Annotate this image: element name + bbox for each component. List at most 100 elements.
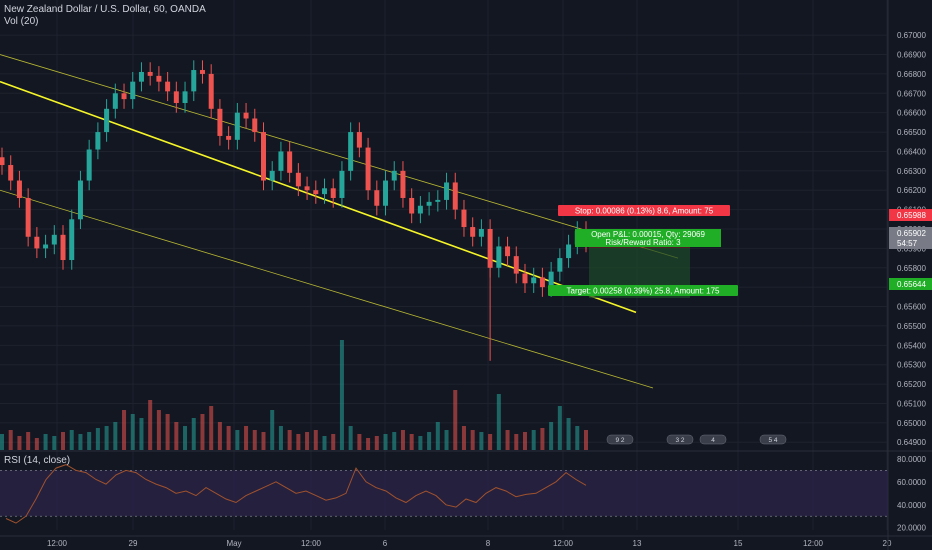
candle-body bbox=[391, 170, 397, 181]
volume-bar bbox=[392, 432, 397, 450]
x-tick-label: 12:00 bbox=[553, 539, 574, 548]
candle-body bbox=[217, 108, 223, 136]
volume-bar bbox=[226, 426, 231, 450]
candle-body bbox=[43, 244, 49, 249]
candle-body bbox=[69, 219, 75, 261]
x-tick-label: 6 bbox=[383, 539, 388, 548]
candle-body bbox=[313, 190, 319, 195]
candle-body bbox=[0, 157, 5, 166]
candle-body bbox=[287, 151, 293, 173]
x-tick-label: May bbox=[226, 539, 241, 548]
volume-bar bbox=[244, 426, 249, 450]
volume-bar bbox=[95, 428, 100, 450]
rsi-label: RSI (14, close) bbox=[4, 455, 71, 466]
event-badge bbox=[699, 434, 727, 445]
volume-bar bbox=[427, 432, 432, 450]
candle-body bbox=[165, 81, 171, 92]
symbol-title: New Zealand Dollar / U.S. Dollar, 60, OA… bbox=[4, 4, 206, 15]
volume-bar bbox=[584, 430, 588, 450]
rsi-line bbox=[5, 464, 587, 524]
candle-body bbox=[60, 234, 66, 261]
volume-bar bbox=[113, 422, 118, 450]
y-tick-label: 0.65500 bbox=[897, 322, 926, 331]
volume-bar bbox=[183, 426, 188, 450]
y-tick-label: 0.65000 bbox=[897, 419, 926, 428]
volume-bar bbox=[540, 428, 545, 450]
y-tick-label: 0.66700 bbox=[897, 89, 926, 98]
volume-bar bbox=[174, 422, 179, 450]
candle-body bbox=[348, 132, 354, 171]
candle-body bbox=[400, 170, 406, 198]
volume-bar bbox=[531, 430, 536, 450]
candle-body bbox=[487, 229, 493, 268]
volume-bar bbox=[505, 430, 510, 450]
candle-body bbox=[156, 75, 162, 82]
candle-body bbox=[557, 258, 563, 272]
x-tick-label: 15 bbox=[734, 539, 743, 548]
ratio-label: Risk/Reward Ratio: 3 bbox=[605, 238, 681, 247]
volume-bar bbox=[217, 422, 222, 450]
candle-body bbox=[417, 205, 423, 214]
y-tick-label: 0.65100 bbox=[897, 399, 926, 408]
volume-bar bbox=[43, 434, 48, 450]
volume-bar bbox=[357, 434, 362, 450]
stop-label-bg bbox=[558, 205, 730, 216]
candle-body bbox=[199, 70, 205, 74]
candle-body bbox=[304, 186, 310, 191]
candle-body bbox=[260, 132, 266, 181]
event-badge bbox=[759, 434, 787, 445]
candle-body bbox=[461, 209, 467, 228]
stop-price-tag: 0.65988 bbox=[897, 211, 926, 220]
candle-body bbox=[121, 93, 127, 100]
volume-bar bbox=[470, 430, 475, 450]
candle-body bbox=[234, 112, 240, 140]
volume-bar bbox=[339, 340, 344, 450]
candle-body bbox=[470, 227, 476, 237]
candle-body bbox=[104, 108, 110, 133]
volume-bar bbox=[139, 418, 144, 450]
candle-body bbox=[147, 71, 153, 76]
current-price-tag-bg bbox=[889, 227, 932, 249]
candle-body bbox=[295, 172, 301, 187]
x-tick-label: 20 bbox=[883, 539, 892, 548]
volume-label: Vol (20) bbox=[4, 16, 39, 27]
candle-body bbox=[278, 151, 284, 171]
candle-body bbox=[243, 112, 249, 119]
candle-body bbox=[513, 256, 519, 274]
volume-bar bbox=[374, 436, 379, 450]
candle-body bbox=[365, 147, 371, 191]
candle-body bbox=[539, 277, 545, 288]
volume-bar bbox=[296, 434, 301, 450]
candle-body bbox=[226, 135, 232, 140]
candle-body bbox=[383, 180, 389, 206]
stop-label: Stop: 0.00086 (0.13%) 8.6, Amount: 75 bbox=[575, 207, 714, 216]
volume-bar bbox=[383, 434, 388, 450]
volume-bar bbox=[200, 414, 205, 450]
volume-bar bbox=[104, 426, 109, 450]
volume-bar bbox=[566, 418, 571, 450]
candle-body bbox=[330, 188, 336, 198]
y-tick-label: 0.66300 bbox=[897, 167, 926, 176]
candle-body bbox=[130, 81, 136, 100]
pnl-label: Open P&L: 0.00015, Qty: 29069 bbox=[591, 230, 705, 239]
volume-bar bbox=[557, 406, 562, 450]
volume-bar bbox=[287, 430, 292, 450]
volume-bar bbox=[0, 434, 4, 450]
channel-line-lower bbox=[0, 189, 654, 389]
event-badge-label: 9 2 bbox=[615, 437, 624, 444]
volume-bar bbox=[479, 432, 484, 450]
volume-bar bbox=[348, 426, 353, 450]
volume-bar bbox=[26, 432, 31, 450]
y-tick-label: 0.66900 bbox=[897, 51, 926, 60]
rsi-tick-label: 80.0000 bbox=[897, 455, 926, 464]
y-tick-label: 0.65600 bbox=[897, 303, 926, 312]
y-tick-label: 0.66200 bbox=[897, 186, 926, 195]
candle-body bbox=[208, 73, 214, 109]
volume-bar bbox=[87, 432, 92, 450]
volume-bar bbox=[331, 434, 336, 450]
target-price-tag-bg bbox=[889, 278, 932, 290]
event-badge bbox=[666, 434, 694, 445]
candle-body bbox=[426, 201, 432, 206]
